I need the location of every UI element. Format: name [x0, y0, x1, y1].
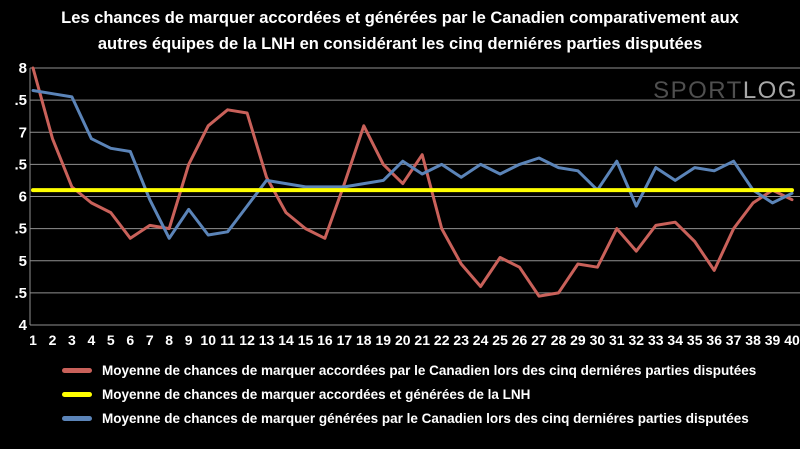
legend-label: Moyenne de chances de marquer générées p… — [102, 411, 749, 426]
x-axis-tick-label: 26 — [512, 332, 528, 348]
x-axis-tick-label: 22 — [434, 332, 450, 348]
legend-swatch-accordees — [62, 368, 92, 373]
x-axis-tick-label: 15 — [298, 332, 314, 348]
x-axis-tick-label: 36 — [706, 332, 722, 348]
x-axis-tick-label: 10 — [200, 332, 216, 348]
watermark-part2: LOG — [742, 77, 798, 104]
legend-swatch-lnh — [62, 392, 92, 397]
chart-title: Les chances de marquer accordées et géné… — [0, 6, 800, 57]
x-axis-tick-label: 24 — [473, 332, 489, 348]
x-axis-tick-label: 14 — [278, 332, 294, 348]
x-axis-tick-label: 20 — [395, 332, 411, 348]
x-axis-tick-label: 19 — [376, 332, 392, 348]
chart-title-line2: autres équipes de la LNH en considérant … — [97, 34, 703, 53]
x-axis-tick-label: 40 — [784, 332, 800, 348]
x-axis-tick-label: 34 — [667, 332, 683, 348]
y-axis-tick-label: .5 — [14, 221, 27, 238]
legend-item-accordees: Moyenne de chances de marquer accordées … — [62, 363, 756, 378]
chart-legend: Moyenne de chances de marquer accordées … — [62, 363, 756, 426]
x-axis-tick-label: 18 — [356, 332, 372, 348]
x-axis-tick-label: 35 — [687, 332, 703, 348]
y-axis-tick-label: 5 — [19, 253, 27, 270]
x-axis-tick-label: 6 — [126, 332, 134, 348]
y-axis-tick-label: .5 — [14, 285, 27, 302]
series-line-generees — [31, 89, 794, 240]
watermark-part1: SPORT — [653, 77, 743, 104]
x-axis-tick-label: 27 — [531, 332, 547, 348]
x-axis-tick-label: 23 — [453, 332, 469, 348]
x-axis-tick-label: 9 — [185, 332, 193, 348]
x-axis-tick-label: 39 — [765, 332, 781, 348]
y-axis-tick-label: .5 — [14, 156, 27, 173]
legend-item-lnh: Moyenne de chances de marquer accordées … — [62, 387, 756, 402]
x-axis-tick-label: 8 — [165, 332, 173, 348]
x-axis-tick-label: 37 — [726, 332, 742, 348]
series-line-accordees — [31, 66, 794, 298]
y-axis-tick-label: 6 — [19, 189, 27, 206]
x-axis-tick-label: 30 — [590, 332, 606, 348]
x-axis-tick-label: 21 — [414, 332, 430, 348]
legend-label: Moyenne de chances de marquer accordées … — [102, 387, 531, 402]
chart-title-line1: Les chances de marquer accordées et géné… — [61, 9, 739, 27]
x-axis-tick-label: 12 — [239, 332, 255, 348]
y-axis-tick-label: 7 — [19, 124, 27, 141]
sportlogiq-watermark: SPORTLOG — [653, 77, 798, 105]
legend-label: Moyenne de chances de marquer accordées … — [102, 363, 757, 378]
x-axis-tick-label: 1 — [29, 332, 37, 348]
y-axis-tick-label: 4 — [19, 317, 28, 334]
x-axis-tick-label: 11 — [220, 332, 235, 348]
x-axis-tick-label: 32 — [629, 332, 645, 348]
legend-swatch-generees — [62, 416, 92, 421]
x-axis-tick-label: 16 — [317, 332, 333, 348]
x-axis-tick-label: 28 — [551, 332, 567, 348]
y-axis-tick-label: 8 — [19, 60, 27, 77]
x-axis-tick-label: 5 — [107, 332, 115, 348]
x-axis-tick-label: 33 — [648, 332, 664, 348]
x-axis-tick-label: 13 — [259, 332, 275, 348]
x-axis-tick-label: 31 — [609, 332, 625, 348]
x-axis-tick-label: 38 — [745, 332, 761, 348]
y-axis-tick-label: .5 — [14, 92, 27, 109]
legend-item-generees: Moyenne de chances de marquer générées p… — [62, 411, 756, 426]
x-axis-tick-label: 25 — [492, 332, 508, 348]
x-axis-tick-label: 17 — [337, 332, 353, 348]
x-axis-tick-label: 3 — [68, 332, 76, 348]
x-axis-tick-label: 29 — [570, 332, 586, 348]
x-axis-tick-label: 2 — [49, 332, 57, 348]
x-axis-tick-label: 7 — [146, 332, 154, 348]
line-chart-plot: 8.57.56.55.541 2 3 4 5 6 7 8 9 10 11 12 13 14 15 16 17 18… — [14, 60, 800, 348]
x-axis-tick-label: 4 — [88, 332, 96, 348]
